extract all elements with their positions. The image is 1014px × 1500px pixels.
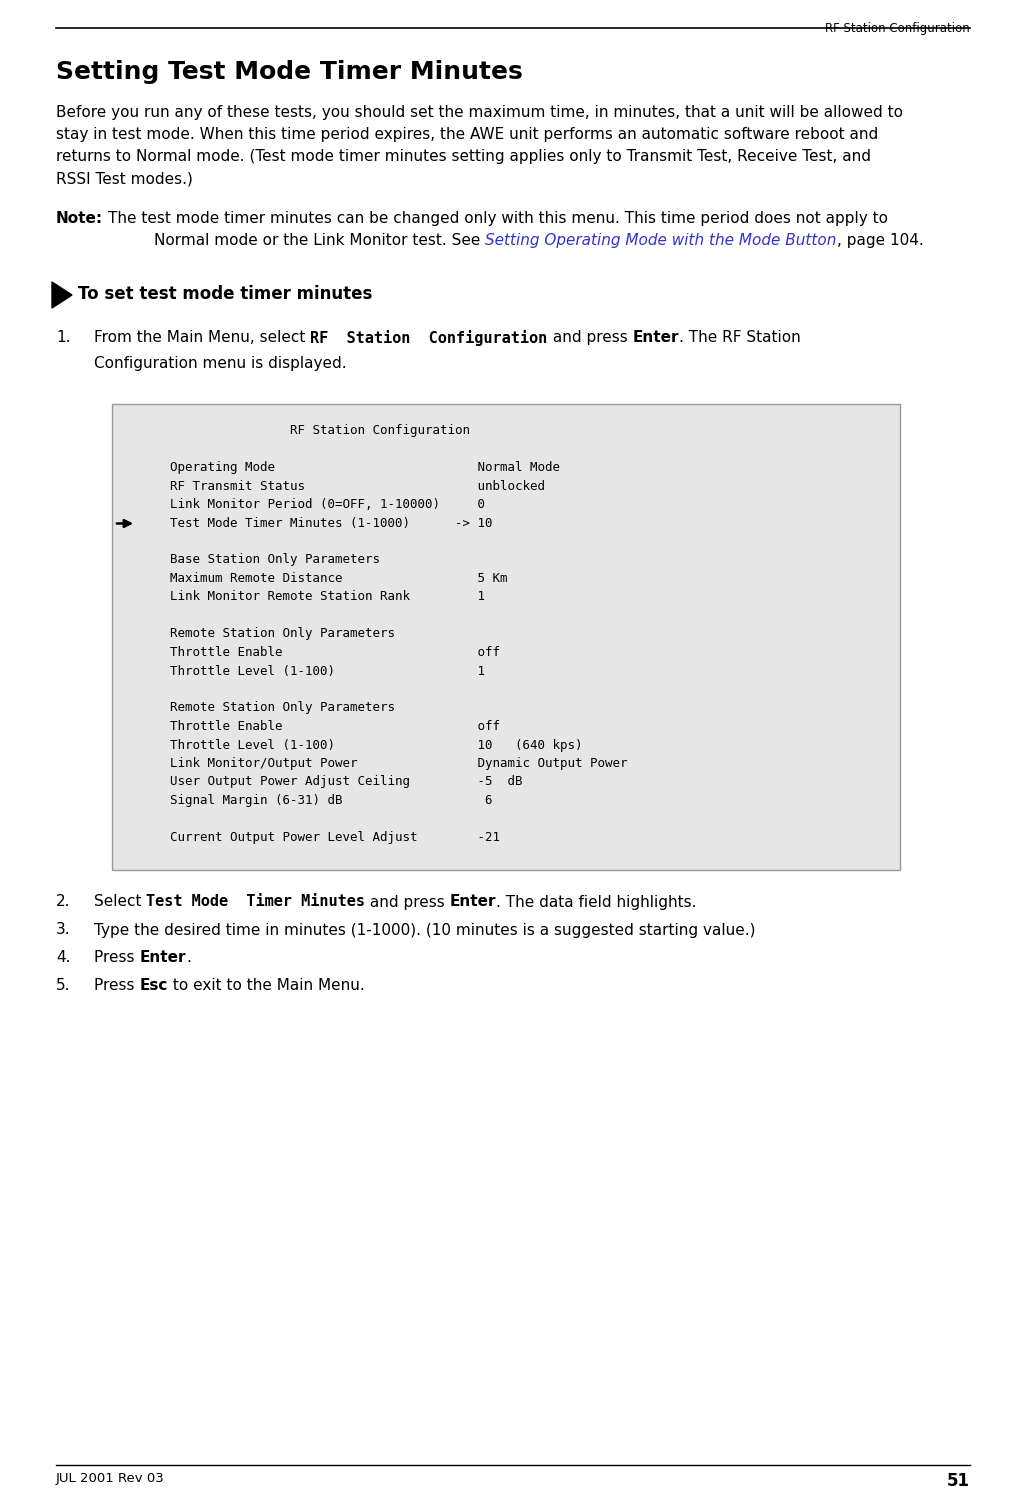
Text: RF Station Configuration: RF Station Configuration — [825, 22, 970, 34]
Text: Press: Press — [94, 978, 139, 993]
Text: Test Mode  Timer Minutes: Test Mode Timer Minutes — [146, 894, 365, 909]
Text: Throttle Level (1-100)                   10   (640 kps): Throttle Level (1-100) 10 (640 kps) — [140, 738, 582, 752]
Text: 5.: 5. — [56, 978, 71, 993]
Text: Remote Station Only Parameters: Remote Station Only Parameters — [140, 702, 395, 714]
Text: The test mode timer minutes can be changed only with this menu. This time period: The test mode timer minutes can be chang… — [108, 211, 888, 226]
Text: Link Monitor Remote Station Rank         1: Link Monitor Remote Station Rank 1 — [140, 591, 485, 603]
Text: Remote Station Only Parameters: Remote Station Only Parameters — [140, 627, 395, 640]
Text: From the Main Menu, select: From the Main Menu, select — [94, 330, 310, 345]
Text: Note:: Note: — [56, 211, 103, 226]
Text: Throttle Enable                          off: Throttle Enable off — [140, 720, 500, 734]
Text: Throttle Level (1-100)                   1: Throttle Level (1-100) 1 — [140, 664, 485, 678]
Text: Operating Mode                           Normal Mode: Operating Mode Normal Mode — [140, 460, 560, 474]
Text: , page 104.: , page 104. — [837, 232, 924, 248]
Text: Type the desired time in minutes (1-1000). (10 minutes is a suggested starting v: Type the desired time in minutes (1-1000… — [94, 922, 755, 938]
Text: RF  Station  Configuration: RF Station Configuration — [310, 330, 548, 346]
Polygon shape — [52, 282, 72, 308]
Text: Setting Test Mode Timer Minutes: Setting Test Mode Timer Minutes — [56, 60, 523, 84]
Text: 4.: 4. — [56, 951, 71, 966]
Text: 51: 51 — [947, 1472, 970, 1490]
Text: Normal mode or the Link Monitor test. See: Normal mode or the Link Monitor test. Se… — [154, 232, 486, 248]
Text: 1.: 1. — [56, 330, 71, 345]
Text: Before you run any of these tests, you should set the maximum time, in minutes, : Before you run any of these tests, you s… — [56, 105, 903, 120]
Text: and press: and press — [365, 894, 450, 909]
Text: . The data field highlights.: . The data field highlights. — [497, 894, 697, 909]
Text: Select: Select — [94, 894, 146, 909]
Text: Setting Operating Mode with the Mode Button: Setting Operating Mode with the Mode But… — [486, 232, 837, 248]
Text: and press: and press — [548, 330, 632, 345]
Text: Current Output Power Level Adjust        -21: Current Output Power Level Adjust -21 — [140, 831, 500, 844]
Text: Press: Press — [94, 951, 139, 966]
Text: Esc: Esc — [139, 978, 167, 993]
Text: .: . — [186, 951, 191, 966]
Text: Link Monitor/Output Power                Dynamic Output Power: Link Monitor/Output Power Dynamic Output… — [140, 758, 628, 770]
Text: Enter: Enter — [632, 330, 678, 345]
Text: User Output Power Adjust Ceiling         -5  dB: User Output Power Adjust Ceiling -5 dB — [140, 776, 522, 789]
Text: JUL 2001 Rev 03: JUL 2001 Rev 03 — [56, 1472, 164, 1485]
Text: 2.: 2. — [56, 894, 71, 909]
Text: Configuration menu is displayed.: Configuration menu is displayed. — [94, 356, 347, 370]
Text: Maximum Remote Distance                  5 Km: Maximum Remote Distance 5 Km — [140, 572, 507, 585]
Text: Test Mode Timer Minutes (1-1000)      -> 10: Test Mode Timer Minutes (1-1000) -> 10 — [140, 516, 493, 530]
Text: Enter: Enter — [139, 951, 186, 966]
Text: Base Station Only Parameters: Base Station Only Parameters — [140, 554, 380, 567]
Text: RSSI Test modes.): RSSI Test modes.) — [56, 171, 193, 186]
Text: to exit to the Main Menu.: to exit to the Main Menu. — [167, 978, 364, 993]
Text: Throttle Enable                          off: Throttle Enable off — [140, 646, 500, 658]
Bar — [112, 404, 900, 870]
Text: 3.: 3. — [56, 922, 71, 938]
Text: Enter: Enter — [450, 894, 497, 909]
Text: Link Monitor Period (0=OFF, 1-10000)     0: Link Monitor Period (0=OFF, 1-10000) 0 — [140, 498, 485, 512]
Text: Signal Margin (6-31) dB                   6: Signal Margin (6-31) dB 6 — [140, 794, 493, 807]
Text: To set test mode timer minutes: To set test mode timer minutes — [78, 285, 372, 303]
Text: RF Transmit Status                       unblocked: RF Transmit Status unblocked — [140, 480, 545, 492]
Text: . The RF Station: . The RF Station — [678, 330, 800, 345]
Text: returns to Normal mode. (Test mode timer minutes setting applies only to Transmi: returns to Normal mode. (Test mode timer… — [56, 148, 871, 164]
Text: stay in test mode. When this time period expires, the AWE unit performs an autom: stay in test mode. When this time period… — [56, 128, 878, 142]
Text: RF Station Configuration: RF Station Configuration — [140, 424, 470, 436]
